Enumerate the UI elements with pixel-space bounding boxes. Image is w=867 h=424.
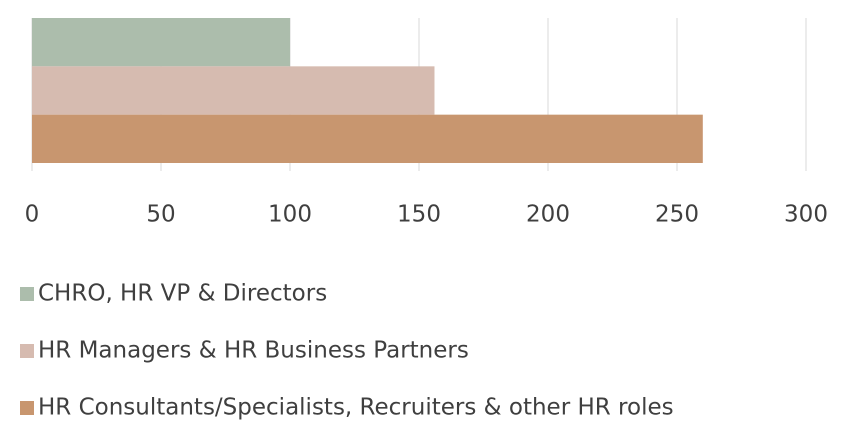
x-tick-label: 50 bbox=[146, 202, 175, 228]
x-tick-label: 100 bbox=[268, 202, 312, 228]
legend-label: HR Managers & HR Business Partners bbox=[38, 338, 469, 364]
legend-label: CHRO, HR VP & Directors bbox=[38, 281, 327, 307]
x-tick-label: 250 bbox=[655, 202, 699, 228]
x-tick-label: 0 bbox=[25, 202, 40, 228]
legend-label: HR Consultants/Specialists, Recruiters &… bbox=[38, 395, 674, 421]
x-tick-label: 300 bbox=[784, 202, 828, 228]
x-tick-label: 150 bbox=[397, 202, 441, 228]
x-tick-label: 200 bbox=[526, 202, 570, 228]
bar bbox=[32, 66, 435, 115]
bar bbox=[32, 18, 290, 67]
legend-swatch bbox=[20, 401, 34, 415]
legend-swatch bbox=[20, 344, 34, 358]
bar bbox=[32, 114, 703, 163]
legend-swatch bbox=[20, 287, 34, 301]
